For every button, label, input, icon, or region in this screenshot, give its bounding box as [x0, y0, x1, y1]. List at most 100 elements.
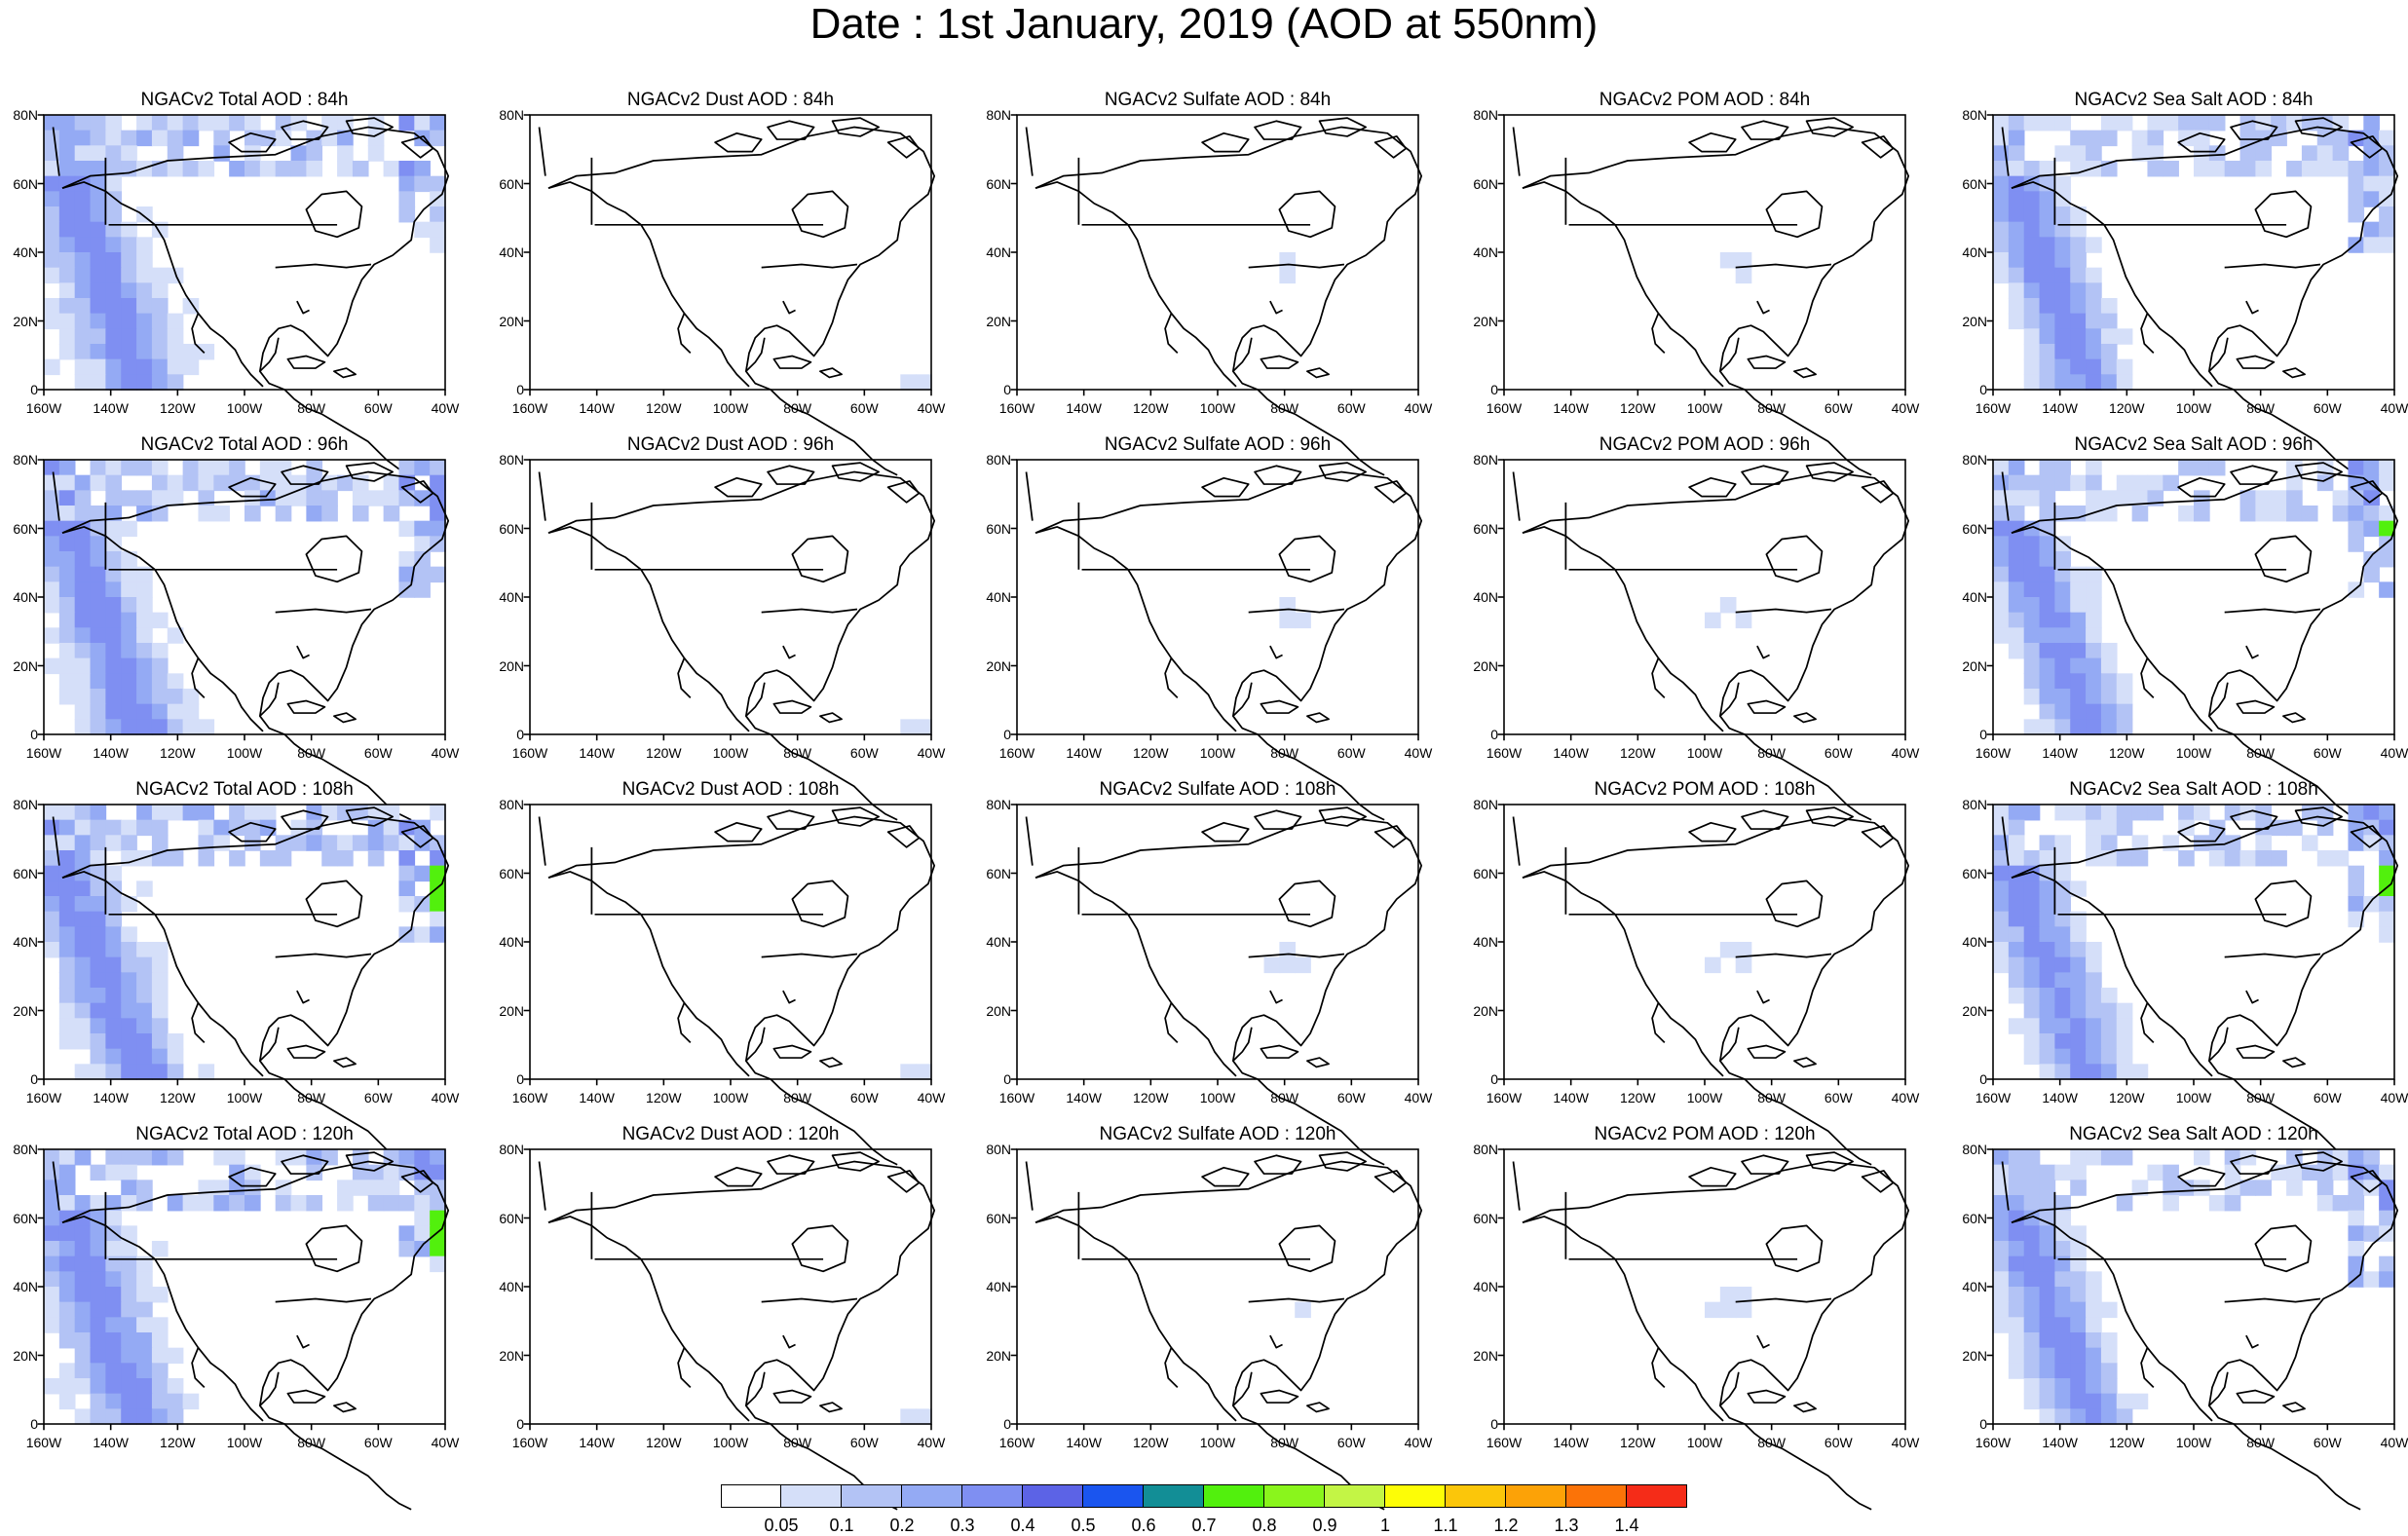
- aod-shading: [1279, 597, 1311, 629]
- lon-tick-label: 140W: [579, 400, 615, 416]
- map-panel-pom-84: NGACv2 POM AOD : 84h 80N 60N 40N 20N 0 160W 140…: [1473, 90, 1919, 476]
- lon-tick-label: 100W: [2175, 745, 2212, 761]
- lat-tick-label: 0: [1490, 1416, 1498, 1432]
- lon-tick-label: 100W: [226, 1090, 263, 1105]
- colorbar-swatch: [1023, 1484, 1083, 1508]
- lon-tick-label: 60W: [2313, 745, 2342, 761]
- lat-tick-label: 40N: [13, 244, 38, 260]
- lon-tick-label: 80W: [1757, 1435, 1787, 1450]
- lon-tick-label: 60W: [1336, 1435, 1366, 1450]
- lat-tick-label: 60N: [986, 865, 1011, 881]
- lat-tick-label: 40N: [13, 1279, 38, 1294]
- map-panel-dust-84: NGACv2 Dust AOD : 84h 80N 60N 40N 20N 0 160W 14…: [499, 90, 945, 476]
- aod-map: [523, 804, 936, 1166]
- map-panel-seasalt-108: NGACv2 Sea Salt AOD : 108h 80N 60N 40N 20N 0 1…: [1962, 779, 2408, 1166]
- lon-tick-label: 120W: [1620, 745, 1656, 761]
- panel-title: NGACv2 Sulfate AOD : 96h: [1104, 434, 1332, 455]
- lat-tick-label: 60N: [499, 865, 524, 881]
- lon-tick-label: 100W: [1686, 400, 1723, 416]
- lon-tick-label: 120W: [160, 745, 196, 761]
- lon-tick-label: 40W: [1891, 1435, 1920, 1450]
- lon-tick-label: 120W: [1133, 400, 1169, 416]
- lon-tick-label: 40W: [431, 745, 460, 761]
- panel-title: NGACv2 Dust AOD : 108h: [621, 779, 840, 800]
- lon-tick-label: 100W: [712, 400, 749, 416]
- lon-tick-label: 140W: [93, 1435, 129, 1450]
- lon-tick-label: 80W: [297, 1090, 326, 1105]
- lat-tick-label: 0: [1003, 727, 1011, 742]
- lat-tick-label: 20N: [1473, 657, 1498, 674]
- figure-title: Date : 1st January, 2019 (AOD at 550nm): [809, 0, 1599, 48]
- lon-tick-label: 100W: [712, 1090, 749, 1105]
- colorbar-label: 0.4: [1010, 1516, 1035, 1535]
- lon-tick-label: 60W: [849, 1435, 879, 1450]
- lat-tick-label: 80N: [1473, 107, 1498, 123]
- coastline: [538, 1151, 936, 1511]
- lon-tick-label: 140W: [2042, 1435, 2078, 1450]
- lon-tick-label: 80W: [2246, 745, 2276, 761]
- lon-tick-label: 60W: [1824, 1435, 1853, 1450]
- lon-tick-label: 120W: [2109, 745, 2145, 761]
- aod-map: [523, 459, 936, 821]
- lat-tick-label: 40N: [1962, 589, 1987, 605]
- lon-tick-label: 160W: [1975, 1435, 2012, 1450]
- lon-tick-label: 160W: [25, 1435, 62, 1450]
- colorbar-label: 0.5: [1071, 1516, 1096, 1535]
- lat-tick-label: 60N: [1962, 520, 1987, 537]
- map-panel-pom-108: NGACv2 POM AOD : 108h 80N 60N 40N 20N 0 160W 14…: [1473, 779, 1919, 1166]
- lat-tick-label: 20N: [1473, 1347, 1498, 1364]
- lon-tick-label: 120W: [1133, 1090, 1169, 1105]
- lon-tick-label: 60W: [363, 400, 393, 416]
- panel-title: NGACv2 POM AOD : 108h: [1594, 779, 1816, 800]
- lat-tick-label: 80N: [1962, 797, 1987, 812]
- lat-tick-label: 80N: [986, 797, 1011, 812]
- lat-tick-label: 0: [1979, 727, 1987, 742]
- lon-tick-label: 80W: [1757, 400, 1787, 416]
- lon-tick-label: 80W: [1270, 400, 1299, 416]
- lat-tick-label: 40N: [1473, 244, 1498, 260]
- lat-tick-label: 20N: [1473, 1002, 1498, 1019]
- lon-tick-label: 140W: [1066, 1435, 1102, 1450]
- lon-tick-label: 60W: [1336, 400, 1366, 416]
- lon-tick-label: 40W: [1891, 745, 1920, 761]
- lon-tick-label: 160W: [511, 745, 548, 761]
- lat-tick-label: 60N: [499, 175, 524, 192]
- lat-tick-label: 60N: [1473, 1210, 1498, 1226]
- aod-map: [1497, 804, 1910, 1166]
- lat-tick-label: 20N: [1962, 313, 1987, 329]
- lat-tick-label: 0: [1979, 1071, 1987, 1087]
- lon-tick-label: 80W: [2246, 400, 2276, 416]
- map-panel-total-108: NGACv2 Total AOD : 108h 80N 60N 40N 20N 0 160W…: [13, 779, 459, 1166]
- lon-tick-label: 100W: [2175, 1090, 2212, 1105]
- panel-title: NGACv2 POM AOD : 120h: [1594, 1124, 1816, 1144]
- coastline: [1512, 1151, 1910, 1511]
- lat-tick-label: 0: [1490, 1071, 1498, 1087]
- aod-shading: [1705, 1287, 1752, 1319]
- lon-tick-label: 40W: [1404, 745, 1433, 761]
- colorbar-label: 0.3: [950, 1516, 975, 1535]
- lat-tick-label: 40N: [499, 244, 524, 260]
- lon-tick-label: 100W: [2175, 1435, 2212, 1450]
- lon-tick-label: 160W: [998, 1435, 1035, 1450]
- lat-tick-label: 60N: [499, 1210, 524, 1226]
- lon-tick-label: 120W: [1133, 1435, 1169, 1450]
- colorbar-label: 0.7: [1191, 1516, 1217, 1535]
- aod-map: [37, 459, 450, 821]
- colorbar-label: 0.2: [889, 1516, 915, 1535]
- lon-tick-label: 160W: [998, 745, 1035, 761]
- lat-tick-label: 80N: [1962, 107, 1987, 123]
- lon-tick-label: 100W: [1199, 1090, 1236, 1105]
- lat-tick-label: 40N: [499, 589, 524, 605]
- lon-tick-label: 60W: [1336, 1090, 1366, 1105]
- lon-tick-label: 160W: [1975, 1090, 2012, 1105]
- lon-tick-label: 120W: [160, 400, 196, 416]
- aod-shading: [44, 460, 446, 735]
- lon-tick-label: 120W: [1620, 1090, 1656, 1105]
- lat-tick-label: 0: [1979, 1416, 1987, 1432]
- lon-tick-label: 60W: [2313, 1435, 2342, 1450]
- lon-tick-label: 120W: [160, 1090, 196, 1105]
- lat-tick-label: 20N: [986, 1002, 1011, 1019]
- aod-map: [1986, 804, 2399, 1166]
- lon-tick-label: 40W: [917, 1435, 946, 1450]
- lon-tick-label: 160W: [25, 400, 62, 416]
